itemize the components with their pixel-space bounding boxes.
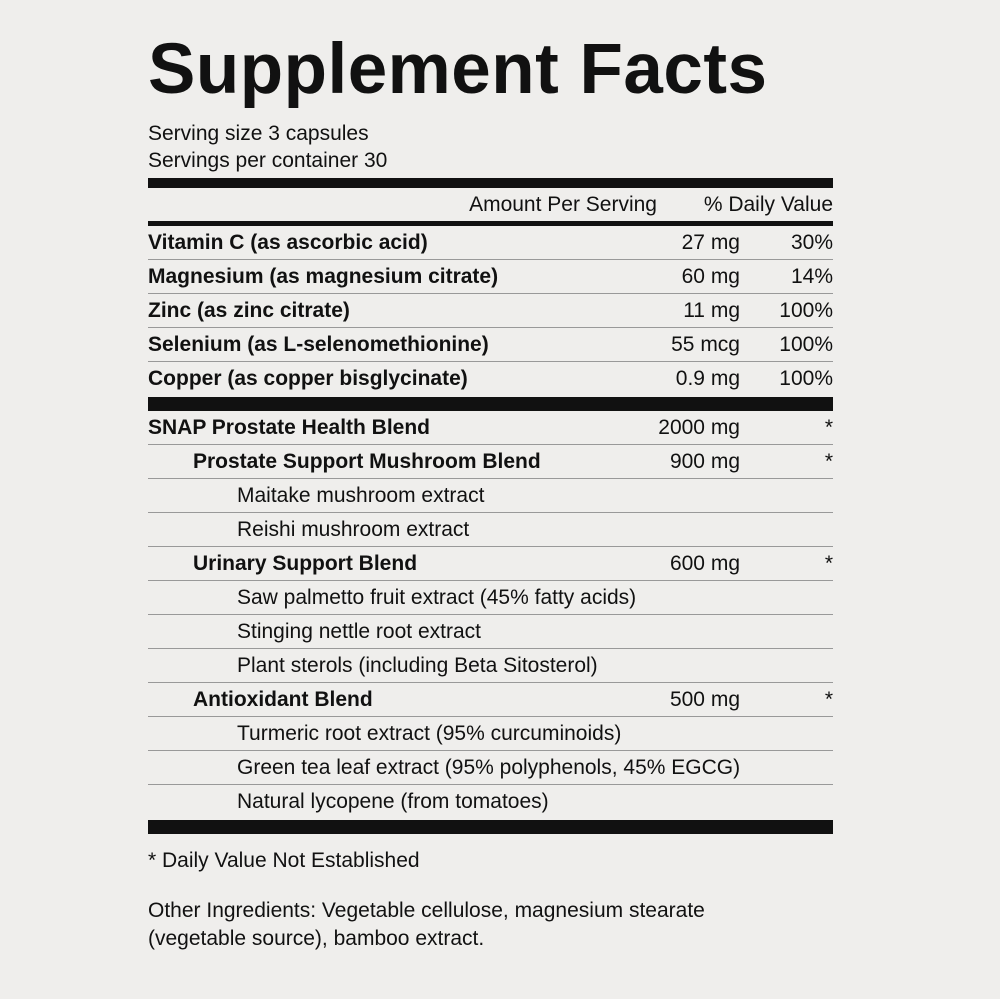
ingredient-name: Magnesium (as magnesium citrate) bbox=[148, 264, 499, 288]
ingredient-name: SNAP Prostate Health Blend bbox=[148, 415, 431, 439]
row: Zinc (as zinc citrate) 11 mg 100% bbox=[148, 294, 833, 328]
divider bbox=[148, 397, 833, 411]
row: Saw palmetto fruit extract (45% fatty ac… bbox=[148, 581, 833, 615]
daily-value: * bbox=[824, 551, 833, 575]
row: Green tea leaf extract (95% polyphenols,… bbox=[148, 751, 833, 785]
row: Magnesium (as magnesium citrate) 60 mg 14% bbox=[148, 260, 833, 294]
ingredient-name: Plant sterols (including Beta Sitosterol… bbox=[237, 653, 598, 677]
row: Reishi mushroom extract bbox=[148, 513, 833, 547]
amount: 27 mg bbox=[681, 230, 740, 254]
ingredient-name: Turmeric root extract (95% curcuminoids) bbox=[237, 721, 622, 745]
ingredient-name: Zinc (as zinc citrate) bbox=[148, 298, 350, 322]
daily-value: * bbox=[824, 449, 833, 473]
row: Selenium (as L-selenomethionine) 55 mcg 10… bbox=[148, 328, 833, 362]
ingredient-name: Copper (as copper bisglycinate) bbox=[148, 366, 468, 390]
nutrient-list: Vitamin C (as ascorbic acid) 27 mg 30% Magn… bbox=[148, 226, 833, 395]
row: Copper (as copper bisglycinate) 0.9 mg 100… bbox=[148, 362, 833, 395]
daily-value: 14% bbox=[790, 264, 833, 288]
ingredient-name: Stinging nettle root extract bbox=[237, 619, 481, 643]
ingredient-name: Vitamin C (as ascorbic acid) bbox=[148, 230, 428, 254]
blend-list: SNAP Prostate Health Blend 2000 mg * Prosta… bbox=[148, 411, 833, 818]
amount: 11 mg bbox=[683, 298, 740, 322]
row: Antioxidant Blend 500 mg * bbox=[148, 683, 833, 717]
daily-value: 100% bbox=[779, 298, 833, 322]
amount: 500 mg bbox=[669, 687, 740, 711]
other-ingredients: (vegetable source), bamboo extract. bbox=[148, 927, 485, 950]
amount: 0.9 mg bbox=[675, 366, 740, 390]
daily-value: 100% bbox=[779, 332, 833, 356]
title: Supplement Facts bbox=[148, 30, 768, 109]
ingredient-name: Maitake mushroom extract bbox=[237, 483, 485, 507]
row: Natural lycopene (from tomatoes) bbox=[148, 785, 833, 818]
supplement-facts-label: Supplement Facts Serving size 3 capsules… bbox=[148, 30, 833, 953]
row: Vitamin C (as ascorbic acid) 27 mg 30% bbox=[148, 226, 833, 260]
amount: 55 mcg bbox=[671, 332, 740, 356]
daily-value: * bbox=[824, 415, 833, 439]
daily-value: * bbox=[824, 687, 833, 711]
row: Maitake mushroom extract bbox=[148, 479, 833, 513]
ingredient-name: Selenium (as L-selenomethionine) bbox=[148, 332, 489, 356]
ingredient-name: Prostate Support Mushroom Blend bbox=[193, 449, 541, 473]
row: Turmeric root extract (95% curcuminoids) bbox=[148, 717, 833, 751]
row: Stinging nettle root extract bbox=[148, 615, 833, 649]
daily-value: 100% bbox=[779, 366, 833, 390]
ingredient-name: Green tea leaf extract (95% polyphenols,… bbox=[237, 755, 741, 779]
row: SNAP Prostate Health Blend 2000 mg * bbox=[148, 411, 833, 445]
serving-size: Serving size 3 capsules bbox=[148, 122, 369, 145]
daily-value: 30% bbox=[790, 230, 833, 254]
header-daily-value: % Daily Value bbox=[703, 192, 833, 216]
amount: 2000 mg bbox=[658, 415, 740, 439]
amount: 900 mg bbox=[669, 449, 740, 473]
row: Prostate Support Mushroom Blend 900 mg * bbox=[148, 445, 833, 479]
amount: 60 mg bbox=[681, 264, 740, 288]
divider bbox=[148, 820, 833, 834]
ingredient-name: Saw palmetto fruit extract (45% fatty ac… bbox=[237, 585, 637, 609]
servings-per-container: Servings per container 30 bbox=[148, 149, 388, 172]
header-row: Amount Per Serving % Daily Value bbox=[148, 188, 833, 221]
ingredient-name: Urinary Support Blend bbox=[193, 551, 418, 575]
divider bbox=[148, 178, 833, 188]
ingredient-name: Antioxidant Blend bbox=[193, 687, 373, 711]
ingredient-name: Natural lycopene (from tomatoes) bbox=[237, 789, 549, 813]
row: Plant sterols (including Beta Sitosterol… bbox=[148, 649, 833, 683]
header-amount: Amount Per Serving bbox=[469, 192, 657, 216]
amount: 600 mg bbox=[669, 551, 740, 575]
divider bbox=[148, 221, 833, 226]
footnote: * Daily Value Not Established bbox=[148, 849, 420, 872]
row: Urinary Support Blend 600 mg * bbox=[148, 547, 833, 581]
ingredient-name: Reishi mushroom extract bbox=[237, 517, 470, 541]
other-ingredients: Other Ingredients: Vegetable cellulose, … bbox=[148, 899, 705, 922]
